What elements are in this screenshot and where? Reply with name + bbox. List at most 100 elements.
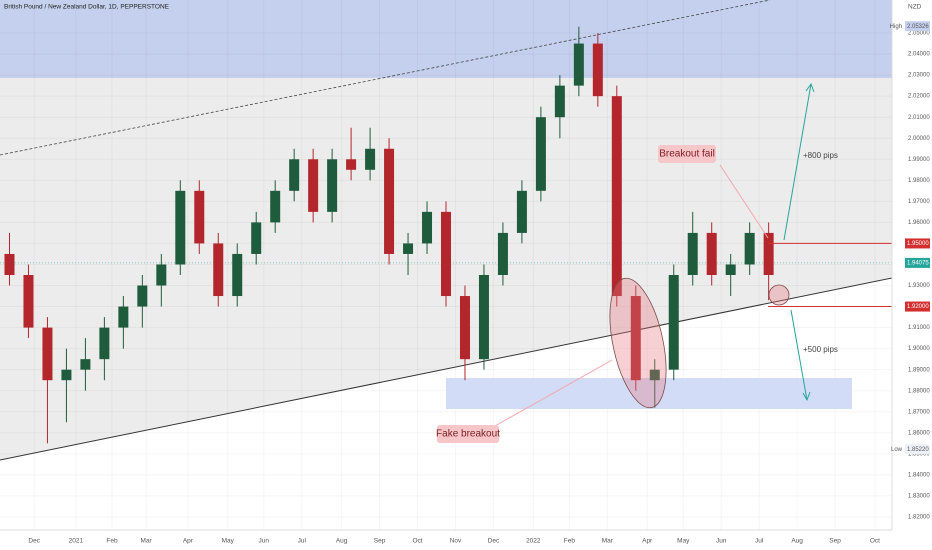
x-tick-label: Oct xyxy=(412,538,422,545)
upper-trendline xyxy=(0,0,771,156)
annotation: Breakout fail xyxy=(659,149,715,160)
y-tick-label: 2.04000 xyxy=(908,52,930,58)
x-tick-label: Apr xyxy=(183,538,194,545)
annotation: +800 pips xyxy=(803,151,838,160)
candle-body xyxy=(630,296,641,381)
x-tick-label: 2022 xyxy=(526,538,541,545)
y-tick-label: 1.88000 xyxy=(908,388,930,394)
candle-body xyxy=(744,232,755,265)
fake-breakout-pointer xyxy=(494,359,613,427)
candle-body xyxy=(194,190,205,244)
candle-body xyxy=(61,369,72,381)
candle-body xyxy=(611,96,622,297)
y-tick-label: 2.05000 xyxy=(908,31,930,37)
y-tick-label: 1.83000 xyxy=(908,493,930,499)
candle-body xyxy=(270,190,281,223)
y-tick-label: 1.86000 xyxy=(908,430,930,436)
candle-body xyxy=(403,243,414,254)
price-tag-name: Low xyxy=(891,447,903,453)
candle-body xyxy=(289,159,300,191)
y-tick-label: 1.85000 xyxy=(908,451,930,457)
y-tick-label: 1.87000 xyxy=(908,409,930,415)
lower-trendline xyxy=(0,277,893,461)
candle-body xyxy=(497,232,508,275)
x-tick-label: Aug xyxy=(791,538,803,545)
candle-body xyxy=(156,264,167,286)
y-tick-label: 1.93000 xyxy=(908,283,930,289)
candle-body xyxy=(365,148,376,170)
down-arrow-head xyxy=(802,391,811,402)
candle-body xyxy=(706,232,717,275)
x-tick-label: May xyxy=(677,538,690,545)
candle-body xyxy=(213,243,224,297)
y-tick-label: 2.02000 xyxy=(908,94,930,100)
annotation-box xyxy=(437,425,499,443)
currency: NZD xyxy=(908,4,922,11)
y-tick-label: 1.82000 xyxy=(908,515,930,521)
y-tick-label: 2.01000 xyxy=(908,115,930,121)
up-arrow-head xyxy=(805,82,815,93)
candle-body xyxy=(422,211,433,244)
candle-body xyxy=(573,43,584,86)
candle-body xyxy=(554,85,565,118)
y-tick-label: 2.00000 xyxy=(908,136,930,142)
x-tick-label: Dec xyxy=(28,538,40,545)
retest-circle xyxy=(768,284,790,306)
x-tick-label: Nov xyxy=(450,538,462,545)
x-tick-label: Jun xyxy=(716,538,727,545)
supply-zone xyxy=(0,0,892,78)
candle-body xyxy=(459,296,470,360)
y-tick-label: 1.91000 xyxy=(908,325,930,331)
candle-body xyxy=(763,232,774,275)
price-tag-name: High xyxy=(890,24,902,30)
candle-body xyxy=(42,327,53,381)
candle-body xyxy=(384,148,395,254)
annotation: +500 pips xyxy=(803,345,838,354)
candle-body xyxy=(118,306,129,328)
candle-body xyxy=(308,159,319,212)
candle-body xyxy=(668,274,679,370)
x-tick-label: Dec xyxy=(488,538,500,545)
price-tag xyxy=(905,257,930,268)
candle-body xyxy=(346,159,357,170)
x-tick-label: Feb xyxy=(106,538,118,545)
price-tag xyxy=(905,444,930,455)
x-tick-label: Jun xyxy=(259,538,270,545)
candle-body xyxy=(592,43,603,97)
price-tag-label: 1.92000 xyxy=(907,304,929,310)
x-tick-label: Apr xyxy=(642,538,653,545)
down-arrow xyxy=(790,309,808,401)
price-tag-label: 1.95000 xyxy=(907,241,929,247)
x-tick-label: Jul xyxy=(755,538,764,545)
x-tick-label: Oct xyxy=(870,538,880,545)
y-tick-label: 1.97000 xyxy=(908,199,930,205)
price-axis xyxy=(892,0,932,550)
candle-body xyxy=(175,190,186,265)
candle-body xyxy=(80,359,91,370)
up-arrow xyxy=(783,83,812,241)
price-tag xyxy=(905,301,930,312)
x-tick-label: Aug xyxy=(336,538,348,545)
x-tick-label: 2021 xyxy=(69,538,84,545)
y-tick-label: 1.84000 xyxy=(908,472,930,478)
y-tick-label: 1.98000 xyxy=(908,178,930,184)
annotation: Fake breakout xyxy=(436,429,500,440)
x-tick-label: Mar xyxy=(602,538,614,545)
candle-body xyxy=(327,159,338,212)
x-tick-label: May xyxy=(222,538,235,545)
y-tick-label: 1.89000 xyxy=(908,367,930,373)
price-tag-label: 1.94075 xyxy=(907,260,929,266)
demand-zone xyxy=(446,378,852,409)
x-tick-label: Sep xyxy=(374,538,386,545)
y-tick-label: 2.03000 xyxy=(908,73,930,79)
price-tag xyxy=(905,238,930,249)
candle-body xyxy=(725,264,736,275)
candle-body xyxy=(4,253,15,275)
price-tag-label: 2.05326 xyxy=(907,24,929,30)
chart-title: British Pound / New Zealand Dollar, 1D, … xyxy=(4,4,170,11)
candle-body xyxy=(649,369,660,381)
y-tick-label: 1.99000 xyxy=(908,157,930,163)
breakout-fail-pointer xyxy=(719,164,769,239)
annotation-box xyxy=(658,145,716,163)
